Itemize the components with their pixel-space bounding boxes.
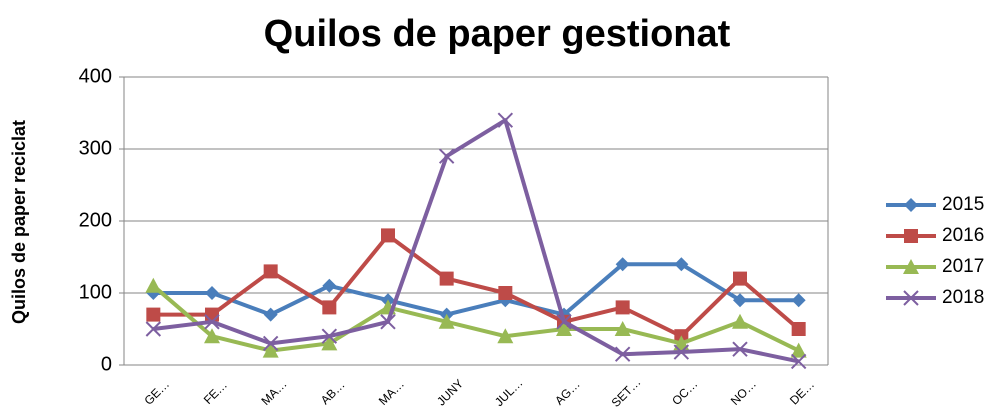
- y-axis-label: Quilos de paper reciclat: [9, 120, 29, 324]
- marker: [205, 286, 219, 300]
- marker: [322, 300, 337, 315]
- marker: [321, 335, 338, 351]
- y-tick-label: 0: [101, 353, 112, 375]
- x-tick-label: SET…: [609, 375, 644, 410]
- legend-label: 2017: [942, 256, 984, 277]
- marker: [615, 257, 630, 272]
- legend-label: 2016: [942, 225, 984, 246]
- marker: [903, 290, 919, 306]
- x-tick-label: JUNY: [434, 376, 466, 408]
- marker: [732, 313, 748, 329]
- x-tick-label: OC…: [669, 377, 700, 408]
- marker: [733, 293, 747, 308]
- marker: [790, 342, 807, 358]
- marker: [674, 257, 689, 272]
- y-tick-label: 300: [79, 137, 112, 159]
- marker: [263, 307, 278, 322]
- series-line: [153, 262, 799, 317]
- marker: [791, 293, 806, 308]
- marker: [733, 271, 747, 286]
- legend-label: 2015: [942, 194, 984, 215]
- x-tick-label: JUL…: [492, 376, 525, 409]
- series-line: [153, 233, 800, 339]
- marker: [903, 259, 919, 274]
- x-tick-label: MA…: [259, 377, 290, 408]
- chart-title: Quilos de paper gestionat: [264, 13, 731, 55]
- x-tick-label: FE…: [201, 378, 230, 407]
- marker: [380, 314, 396, 330]
- marker: [438, 313, 455, 329]
- marker: [263, 264, 278, 279]
- marker: [438, 148, 455, 164]
- marker: [262, 335, 279, 352]
- marker: [673, 344, 690, 360]
- y-tick-label: 100: [79, 281, 112, 303]
- marker: [556, 314, 572, 330]
- marker: [497, 328, 514, 344]
- marker: [321, 328, 338, 344]
- marker: [439, 271, 454, 286]
- marker: [498, 286, 513, 300]
- marker: [615, 300, 630, 315]
- marker: [614, 321, 631, 336]
- y-tick-label: 200: [79, 209, 112, 231]
- series-line: [153, 118, 800, 364]
- x-tick-label: AG…: [552, 377, 583, 408]
- y-tick-label: 400: [79, 65, 112, 87]
- x-tick-label: GE…: [141, 377, 172, 408]
- x-tick-label: NO…: [728, 377, 759, 408]
- marker: [790, 353, 807, 370]
- marker: [322, 278, 337, 293]
- series-line: [152, 284, 800, 353]
- marker: [381, 228, 395, 243]
- marker: [145, 321, 162, 337]
- x-tick-label: MA…: [376, 377, 407, 408]
- marker: [791, 322, 806, 336]
- x-tick-label: DE…: [787, 377, 817, 407]
- marker: [732, 341, 748, 357]
- legend-label: 2018: [942, 287, 984, 308]
- marker: [614, 346, 631, 362]
- marker: [146, 307, 161, 322]
- marker: [204, 328, 220, 344]
- marker: [205, 307, 219, 322]
- x-tick-label: AB…: [318, 378, 348, 408]
- marker: [556, 321, 572, 336]
- marker: [145, 277, 162, 293]
- marker: [904, 229, 918, 243]
- marker: [904, 198, 918, 212]
- marker: [497, 112, 514, 128]
- marker: [204, 314, 220, 330]
- marker: [262, 342, 279, 358]
